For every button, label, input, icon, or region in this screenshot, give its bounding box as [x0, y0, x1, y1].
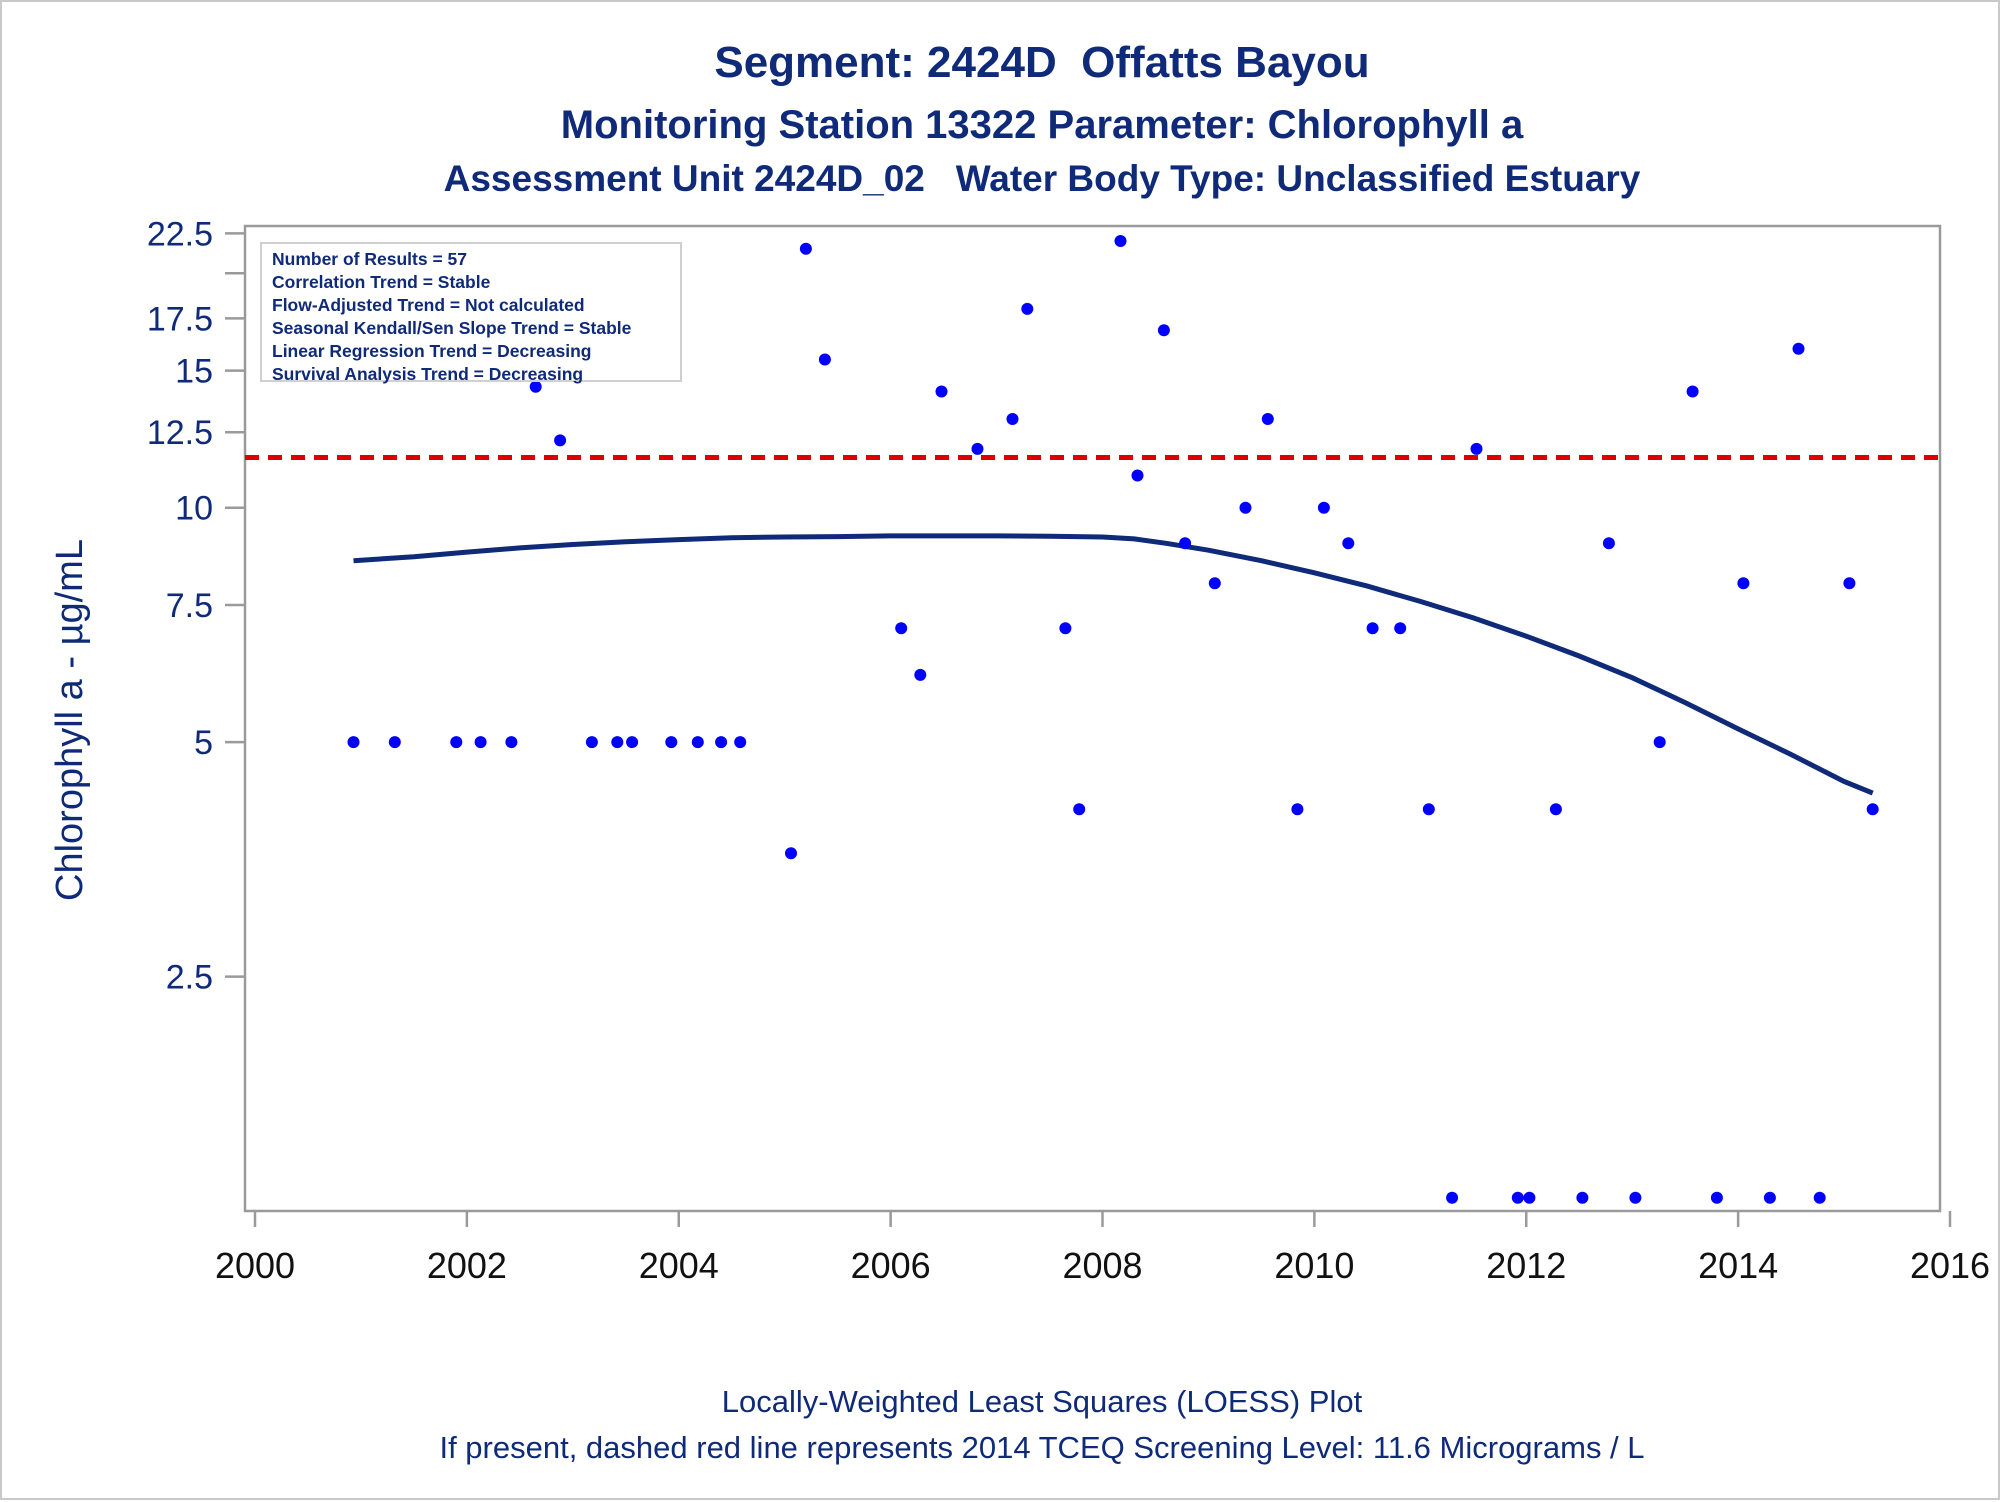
data-point [914, 668, 927, 681]
data-point [1208, 577, 1221, 590]
data-point [1470, 442, 1483, 455]
data-point [1629, 1191, 1642, 1204]
x-tick-label: 2000 [215, 1245, 295, 1286]
data-point [1114, 235, 1127, 247]
trend-stats-box: Number of Results = 57 Correlation Trend… [260, 242, 682, 384]
x-tick-label: 2002 [427, 1245, 507, 1286]
data-point [1446, 1191, 1459, 1204]
data-point [1317, 501, 1330, 514]
data-point [1021, 302, 1034, 315]
data-point [1763, 1191, 1776, 1204]
x-axis: 2000 2002 2004 2006 2008 2010 2012 2014 2016 [215, 1211, 1990, 1286]
data-point [895, 622, 908, 635]
data-point [1291, 803, 1304, 816]
data-point [450, 736, 463, 749]
y-axis: 2.5 5 7.5 10 12.5 15 17.5 22.5 [147, 215, 245, 997]
x-tick-label: 2006 [851, 1245, 931, 1286]
data-point [785, 847, 797, 860]
y-tick-label: 17.5 [147, 300, 213, 338]
data-point [1157, 324, 1170, 337]
data-point [1342, 537, 1355, 550]
y-tick-label: 5 [194, 724, 213, 762]
chart-title: Segment: 2424D Offatts Bayou [714, 38, 1370, 87]
data-point [1792, 342, 1805, 355]
footnote-screening-level: If present, dashed red line represents 2… [439, 1430, 1645, 1465]
data-point [1653, 736, 1666, 749]
data-point [971, 442, 984, 455]
data-point [799, 242, 812, 255]
x-tick-label: 2010 [1274, 1245, 1354, 1286]
data-point [1131, 469, 1144, 482]
data-point [529, 380, 542, 393]
data-point [1523, 1191, 1536, 1204]
data-point [1511, 1191, 1524, 1204]
y-tick-label: 12.5 [147, 414, 213, 452]
data-point [1261, 413, 1274, 425]
data-point [474, 736, 487, 749]
data-point [818, 353, 831, 366]
data-point [1006, 413, 1019, 425]
x-tick-label: 2016 [1910, 1245, 1990, 1286]
x-tick-label: 2014 [1698, 1245, 1778, 1286]
stat-seasonal-kendall-trend: Seasonal Kendall/Sen Slope Trend = Stabl… [272, 318, 632, 338]
chart-subtitle-2: Assessment Unit 2424D_02 Water Body Type… [443, 158, 1641, 199]
data-point [734, 736, 747, 749]
data-point [1737, 577, 1750, 590]
data-point [1843, 577, 1856, 590]
data-point [715, 736, 728, 749]
data-point [585, 736, 598, 749]
y-tick-label: 10 [175, 490, 213, 528]
data-point [1602, 537, 1615, 550]
data-point [935, 385, 948, 398]
chart-subtitle: Monitoring Station 13322 Parameter: Chlo… [560, 103, 1524, 147]
x-tick-label: 2008 [1062, 1245, 1142, 1286]
data-point [1394, 622, 1407, 635]
stat-linear-regression-trend: Linear Regression Trend = Decreasing [272, 341, 592, 361]
data-point [347, 736, 360, 749]
data-point [554, 434, 567, 447]
y-tick-label: 15 [175, 353, 213, 391]
stat-number-of-results: Number of Results = 57 [272, 249, 467, 269]
loess-line [353, 533, 1874, 796]
stat-survival-analysis-trend: Survival Analysis Trend = Decreasing [272, 364, 584, 384]
data-point [1422, 803, 1435, 816]
data-point [1073, 803, 1086, 816]
data-points [347, 235, 1879, 1204]
y-tick-label: 7.5 [166, 587, 213, 625]
loess-curve [353, 533, 1874, 796]
data-point [1366, 622, 1379, 635]
footnote-loess: Locally-Weighted Least Squares (LOESS) P… [721, 1384, 1363, 1419]
y-tick-label: 22.5 [147, 215, 213, 253]
stat-flow-adjusted-trend: Flow-Adjusted Trend = Not calculated [272, 295, 585, 315]
data-point [1686, 385, 1699, 398]
data-point [1576, 1191, 1589, 1204]
x-tick-label: 2012 [1486, 1245, 1566, 1286]
data-point [1059, 622, 1072, 635]
data-point [665, 736, 678, 749]
data-point [611, 736, 624, 749]
data-point [626, 736, 639, 749]
data-point [1549, 803, 1562, 816]
data-point [1710, 1191, 1723, 1204]
data-point [1866, 803, 1879, 816]
data-point [1813, 1191, 1826, 1204]
y-tick-label: 2.5 [166, 959, 213, 997]
data-point [691, 736, 704, 749]
x-tick-label: 2004 [639, 1245, 719, 1286]
plot-area-frame [243, 224, 1942, 1213]
data-point [388, 736, 401, 749]
data-point [505, 736, 518, 749]
y-axis-label: Chlorophyll a - µg/mL [49, 539, 91, 901]
data-point [1239, 501, 1252, 514]
stat-correlation-trend: Correlation Trend = Stable [272, 272, 491, 292]
data-point [1179, 537, 1192, 550]
